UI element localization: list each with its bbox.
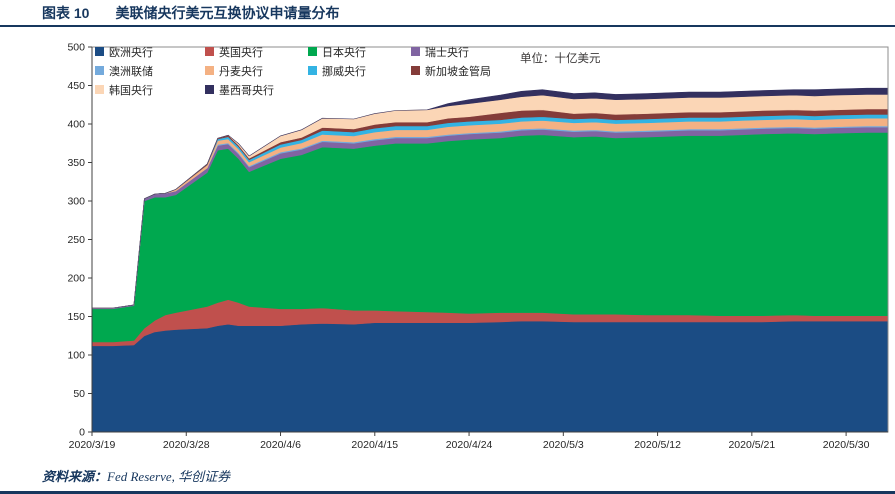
y-tick-label: 400: [67, 119, 85, 131]
legend-item-series-0: 欧洲央行: [95, 44, 205, 59]
legend-swatch: [411, 66, 420, 75]
source-footer: 资料来源：Fed Reserve, 华创证券: [0, 458, 895, 494]
y-tick-label: 200: [67, 273, 85, 285]
legend-swatch: [205, 66, 214, 75]
x-tick-label: 2020/5/3: [543, 439, 584, 451]
y-tick-label: 0: [79, 427, 85, 439]
legend-item-series-1: 英国央行: [205, 44, 308, 59]
legend-label: 英国央行: [219, 46, 263, 59]
legend-item-series-3: 瑞士央行: [411, 44, 543, 59]
legend-swatch: [308, 66, 317, 75]
legend-item-series-6: 挪威央行: [308, 63, 411, 78]
legend-swatch: [205, 47, 214, 56]
legend-label: 韩国央行: [109, 84, 153, 97]
legend-swatch: [95, 47, 104, 56]
y-tick-label: 350: [67, 157, 85, 169]
figure-label: 图表 10: [42, 4, 90, 21]
x-tick-label: 2020/4/6: [260, 439, 301, 451]
legend-label: 挪威央行: [322, 65, 366, 78]
unit-label: 单位：十亿美元: [520, 53, 601, 65]
legend-label: 新加坡金管局: [425, 65, 491, 78]
legend-item-series-9: 墨西哥央行: [205, 82, 308, 97]
x-tick-label: 2020/5/12: [634, 439, 681, 451]
source-text: Fed Reserve, 华创证券: [107, 469, 231, 484]
x-tick-label: 2020/4/24: [446, 439, 493, 451]
x-tick-label: 2020/5/21: [728, 439, 775, 451]
figure-header: 图表 10 美联储央行美元互换协议申请量分布: [0, 0, 895, 27]
legend-label: 墨西哥央行: [219, 84, 274, 97]
legend-label: 瑞士央行: [425, 46, 469, 59]
legend-item-series-7: 新加坡金管局: [411, 63, 543, 78]
legend-item-series-8: 韩国央行: [95, 82, 205, 97]
legend-label: 澳洲联储: [109, 65, 153, 78]
legend-item-series-2: 日本央行: [308, 44, 411, 59]
chart-legend: 欧洲央行 英国央行 日本央行 瑞士央行澳洲联储 丹麦央行 挪威央行 新加坡金管局韩国央行 墨西…: [95, 44, 543, 97]
x-tick-label: 2020/3/28: [163, 439, 210, 451]
legend-swatch: [205, 85, 214, 94]
legend-swatch: [95, 85, 104, 94]
stacked-area-chart: 0 50 100 150 200 250 300 350 400 450 500 2020/3/19 2…: [67, 42, 889, 451]
y-tick-label: 100: [67, 350, 85, 362]
area-series-0: [91, 320, 889, 433]
y-tick-label: 150: [67, 311, 85, 323]
figure-title: 美联储央行美元互换协议申请量分布: [115, 4, 340, 21]
x-tick-label: 2020/3/19: [69, 439, 116, 451]
legend-label: 日本央行: [322, 46, 366, 59]
y-tick-label: 500: [67, 42, 85, 54]
y-tick-label: 300: [67, 196, 85, 208]
legend-item-series-5: 丹麦央行: [205, 63, 308, 78]
source-prefix: 资料来源：: [42, 469, 108, 484]
legend-item-series-4: 澳洲联储: [95, 63, 205, 78]
chart-area: 0 50 100 150 200 250 300 350 400 450 500 2020/3/19 2…: [0, 28, 895, 458]
y-tick-label: 250: [67, 234, 85, 246]
legend-label: 欧洲央行: [109, 46, 153, 59]
y-tick-label: 50: [73, 388, 85, 400]
legend-swatch: [411, 47, 420, 56]
legend-label: 丹麦央行: [219, 65, 263, 78]
y-tick-label: 450: [67, 80, 85, 92]
x-tick-label: 2020/4/15: [351, 439, 398, 451]
legend-swatch: [308, 47, 317, 56]
legend-swatch: [95, 66, 104, 75]
x-tick-label: 2020/5/30: [823, 439, 870, 451]
